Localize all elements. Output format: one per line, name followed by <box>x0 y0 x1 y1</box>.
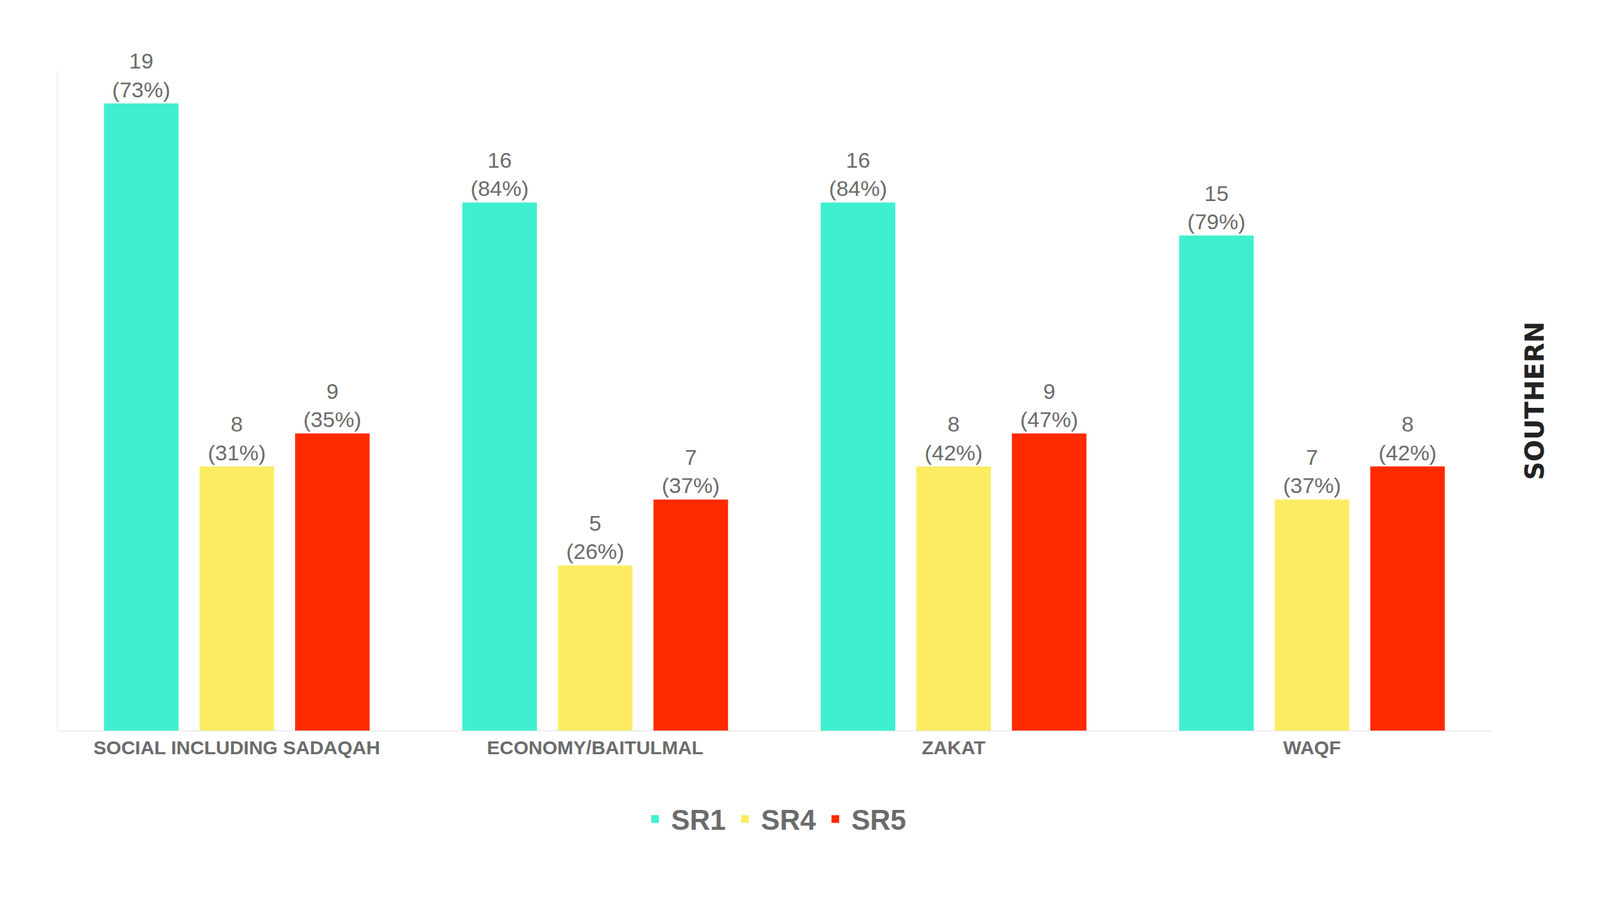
svg-text:15(79%): 15(79%) <box>1187 181 1246 234</box>
svg-text:SR5: SR5 <box>851 803 907 836</box>
svg-text:SOCIAL INCLUDING SADAQAH: SOCIAL INCLUDING SADAQAH <box>93 736 381 758</box>
svg-text:9(35%): 9(35%) <box>303 378 362 432</box>
svg-text:16(84%): 16(84%) <box>470 147 529 201</box>
svg-text:5(26%): 5(26%) <box>566 510 625 564</box>
svg-text:19(73%): 19(73%) <box>112 48 171 102</box>
svg-text:8(42%): 8(42%) <box>924 411 984 464</box>
svg-text:8(42%): 8(42%) <box>1378 411 1437 464</box>
svg-text:7(37%): 7(37%) <box>661 444 720 498</box>
svg-text:SR4: SR4 <box>760 803 816 836</box>
svg-text:SOUTHERN: SOUTHERN <box>1520 321 1550 480</box>
svg-text:9(47%): 9(47%) <box>1020 378 1079 432</box>
svg-text:ECONOMY/BAITULMAL: ECONOMY/BAITULMAL <box>487 736 704 758</box>
svg-text:SR1: SR1 <box>671 803 727 836</box>
svg-text:ZAKAT: ZAKAT <box>921 736 985 758</box>
svg-text:7(37%): 7(37%) <box>1283 444 1342 498</box>
svg-text:8(31%): 8(31%) <box>208 411 267 464</box>
svg-text:WAQF: WAQF <box>1283 736 1341 758</box>
svg-text:16(84%): 16(84%) <box>828 147 888 201</box>
